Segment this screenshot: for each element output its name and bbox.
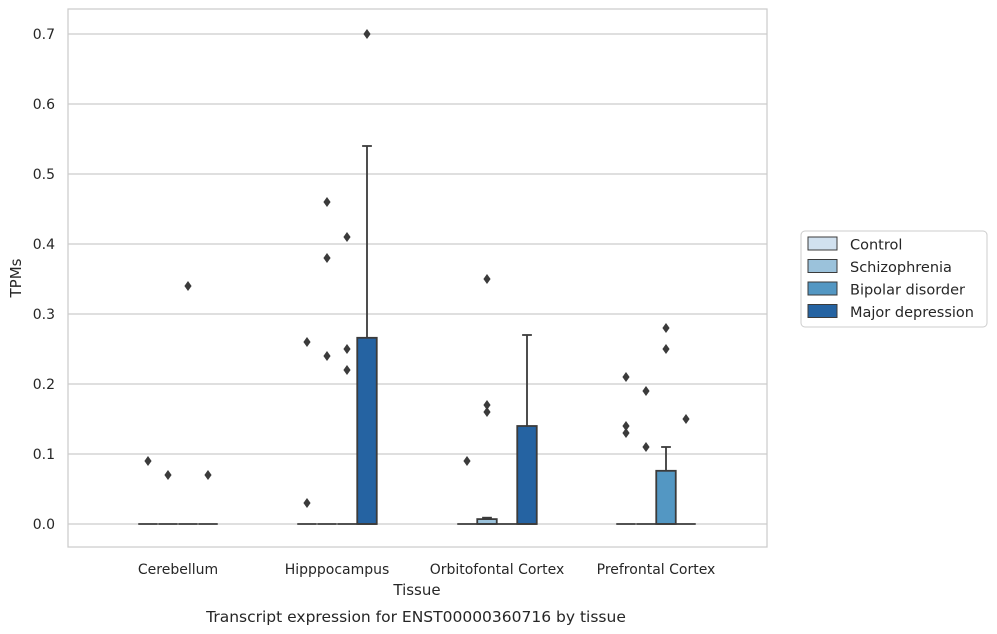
box-group: [317, 197, 337, 525]
legend-label: Major depression: [850, 305, 974, 321]
outlier-point: [483, 407, 491, 417]
legend-label: Schizophrenia: [850, 260, 952, 276]
box-group: [198, 470, 218, 525]
y-tick-label: 0.0: [33, 517, 55, 533]
outlier-point: [323, 351, 331, 361]
outlier-point: [343, 232, 351, 242]
box-marks: [138, 29, 696, 525]
outlier-point: [463, 456, 471, 466]
outlier-point: [483, 400, 491, 410]
outlier-point: [303, 337, 311, 347]
legend-swatch: [807, 304, 838, 318]
outlier-point: [363, 29, 371, 39]
outlier-point: [164, 470, 172, 480]
x-tick-label: Hipppocampus: [285, 562, 390, 578]
box: [655, 469, 677, 525]
y-tick-label: 0.2: [33, 377, 55, 393]
legend-swatch: [807, 236, 838, 251]
box-group: [516, 334, 538, 525]
box-group: [457, 456, 477, 525]
box-group: [676, 414, 696, 525]
legend-swatch: [807, 259, 838, 273]
box-group: [158, 470, 178, 525]
box-group: [178, 281, 198, 525]
x-tick-labels: Cerebellum Hipppocampus Orbitofontal Corte…: [138, 562, 715, 578]
legend-box: [800, 230, 988, 328]
outlier-point: [622, 428, 630, 438]
box-group: [655, 323, 677, 525]
y-axis-label: TPMs: [7, 258, 25, 298]
box-group: [356, 29, 378, 525]
chart-caption: Transcript expression for ENST0000036071…: [205, 608, 626, 626]
outlier-point: [622, 372, 630, 382]
plot-frame: [67, 8, 768, 548]
box-group: [138, 456, 158, 525]
box: [356, 336, 378, 525]
outlier-point: [642, 386, 650, 396]
outlier-point: [622, 421, 630, 431]
y-tick-label: 0.4: [33, 237, 55, 253]
grid-lines: [68, 33, 767, 525]
y-tick-label: 0.6: [33, 97, 55, 113]
y-tick-label: 0.7: [33, 27, 55, 43]
legend: Control Schizophrenia Bipolar disorder Majo…: [800, 230, 988, 328]
outlier-point: [682, 414, 690, 424]
box-group: [616, 372, 636, 525]
box-group: [297, 337, 317, 525]
outlier-point: [662, 323, 670, 333]
outlier-point: [483, 274, 491, 284]
outlier-point: [323, 253, 331, 263]
x-axis-label: Tissue: [392, 581, 440, 599]
y-tick-labels: 0.0 0.1 0.2 0.3 0.4 0.5 0.6 0.7: [33, 27, 55, 533]
legend-label: Bipolar disorder: [850, 283, 965, 299]
box-group: [636, 386, 656, 525]
box-group: [337, 232, 357, 525]
y-tick-label: 0.3: [33, 307, 55, 323]
outlier-point: [204, 470, 212, 480]
x-tick-label: Orbitofontal Cortex: [430, 562, 565, 578]
box: [516, 425, 538, 525]
box-group: [476, 274, 498, 525]
legend-swatch: [807, 281, 838, 296]
outlier-point: [184, 281, 192, 291]
x-tick-label: Prefrontal Cortex: [597, 562, 716, 578]
outlier-point: [642, 442, 650, 452]
outlier-point: [343, 365, 351, 375]
y-tick-label: 0.1: [33, 447, 55, 463]
plot-background: [68, 9, 767, 547]
legend-label: Control: [850, 238, 902, 254]
outlier-point: [343, 344, 351, 354]
outlier-point: [303, 498, 311, 508]
outlier-point: [144, 456, 152, 466]
outlier-point: [323, 197, 331, 207]
outlier-point: [662, 344, 670, 354]
x-tick-label: Cerebellum: [138, 562, 218, 578]
y-tick-label: 0.5: [33, 167, 55, 183]
